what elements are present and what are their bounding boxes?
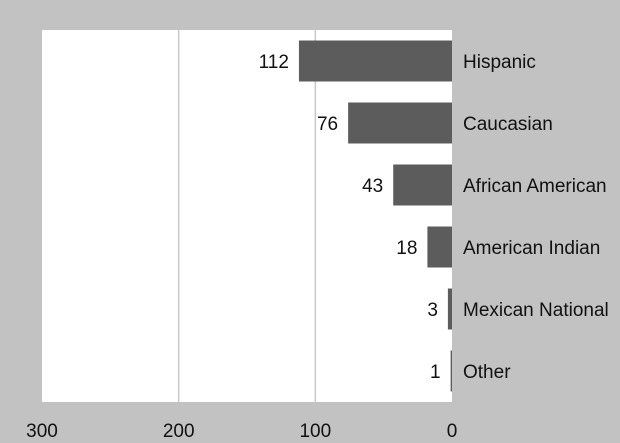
- x-tick-label-300: 300: [26, 421, 58, 442]
- category-label-american-indian: American Indian: [463, 238, 600, 259]
- value-label-hispanic: 112: [259, 52, 289, 73]
- value-label-caucasian: 76: [317, 114, 338, 135]
- bar-other: [450, 350, 452, 392]
- bar-caucasian: [348, 102, 452, 144]
- category-label-other: Other: [463, 362, 511, 383]
- x-tick-label-0: 0: [447, 421, 458, 442]
- value-label-african-american: 43: [362, 176, 383, 197]
- gridlines: [177, 30, 317, 402]
- value-label-american-indian: 18: [396, 238, 417, 259]
- bar-hispanic: [298, 40, 452, 82]
- category-label-african-american: African American: [463, 176, 607, 197]
- x-tick-label-200: 200: [163, 421, 195, 442]
- bar-african-american: [393, 164, 452, 206]
- data-labels: 112 76 43 18 3 1: [259, 52, 441, 383]
- category-label-caucasian: Caucasian: [463, 114, 553, 135]
- x-axis-ticks: 300 200 100 0: [26, 421, 457, 442]
- bars: [298, 40, 452, 392]
- plot-area: [42, 30, 452, 402]
- category-labels: Hispanic Caucasian African American America…: [463, 52, 609, 383]
- value-label-other: 1: [430, 362, 441, 383]
- x-tick-label-100: 100: [299, 421, 331, 442]
- bar-mexican-national: [447, 288, 452, 330]
- value-label-mexican-national: 3: [427, 300, 438, 321]
- category-label-hispanic: Hispanic: [463, 52, 536, 73]
- category-label-mexican-national: Mexican National: [463, 300, 609, 321]
- bar-american-indian: [427, 226, 452, 268]
